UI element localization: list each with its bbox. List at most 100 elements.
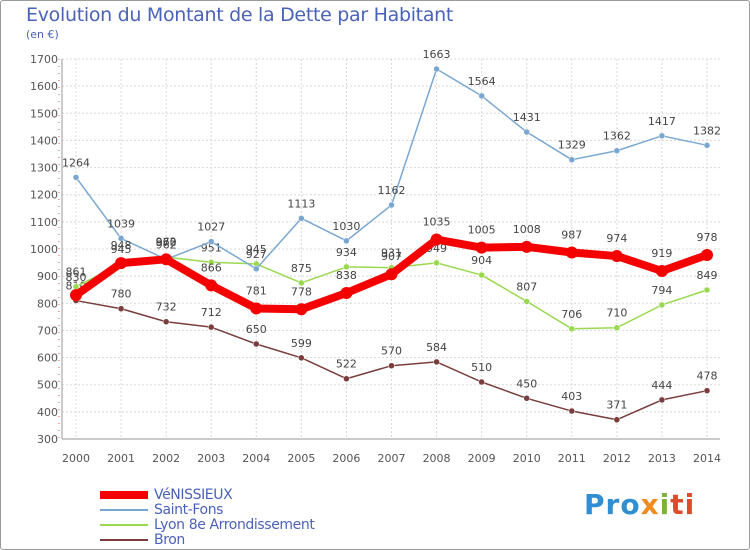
data-label: 948: [111, 239, 132, 252]
series-point: [703, 286, 711, 294]
data-label: 934: [336, 246, 357, 259]
legend-swatch: [100, 491, 148, 499]
y-tick-label: 1300: [30, 162, 58, 175]
series-point: [613, 147, 621, 154]
data-label: 962: [156, 238, 177, 251]
data-label: 861: [66, 266, 87, 279]
data-label: 927: [246, 248, 267, 261]
y-tick-label: 1600: [30, 80, 58, 93]
data-label: 1564: [468, 75, 496, 88]
series-point: [388, 362, 395, 369]
series-point: [70, 289, 82, 302]
data-label: 570: [381, 345, 402, 358]
series-point: [433, 358, 440, 366]
series-point: [478, 378, 485, 386]
series-point: [385, 268, 398, 281]
x-tick-label: 2008: [423, 452, 451, 465]
x-tick-label: 2003: [197, 452, 225, 465]
x-tick-label: 2002: [152, 452, 180, 465]
series-point: [703, 142, 711, 149]
data-label: 945: [111, 243, 132, 256]
data-label: 599: [291, 337, 312, 350]
legend-label: Bron: [154, 532, 185, 548]
data-label: 919: [651, 247, 672, 260]
data-label: 1382: [693, 124, 721, 137]
data-label: 945: [246, 243, 267, 256]
legend-swatch: [100, 524, 148, 526]
series-point: [478, 271, 485, 279]
data-label: 1030: [332, 220, 360, 233]
data-label: 970: [156, 236, 177, 249]
series-point: [253, 265, 260, 273]
data-label: 987: [561, 229, 582, 242]
x-tick-label: 2013: [648, 452, 676, 465]
data-label: 974: [606, 232, 627, 245]
x-tick-label: 2010: [513, 452, 541, 465]
chart-title: Evolution du Montant de la Dette par Hab…: [26, 4, 454, 26]
y-tick-label: 1200: [30, 189, 58, 202]
data-label: 907: [381, 250, 402, 263]
series-point: [340, 286, 353, 299]
data-label: 931: [381, 247, 402, 260]
y-tick-label: 1500: [30, 107, 58, 120]
series-point: [250, 302, 263, 315]
legend-item: Saint-Fons: [100, 502, 223, 518]
data-label: 1264: [62, 156, 90, 169]
data-label: 371: [606, 399, 627, 412]
series-point: [343, 263, 350, 271]
series-point: [478, 92, 485, 100]
data-label: 1027: [197, 221, 225, 234]
data-label: 1113: [287, 197, 315, 210]
data-label: 1008: [513, 223, 541, 236]
proxiti-logo: Proxiti: [584, 488, 696, 521]
y-tick-label: 900: [37, 270, 58, 283]
series-point: [658, 132, 666, 140]
series-point: [162, 318, 170, 325]
data-label: 904: [471, 254, 492, 267]
y-tick-label: 500: [37, 379, 58, 392]
series-point: [117, 305, 125, 312]
data-label: 403: [561, 390, 582, 403]
data-label: 1362: [603, 130, 631, 143]
series-point: [568, 156, 576, 163]
data-label: 478: [697, 370, 718, 383]
x-tick-label: 2014: [693, 452, 721, 465]
x-tick-label: 2001: [107, 452, 135, 465]
series-point: [430, 233, 443, 246]
data-label: 732: [156, 301, 177, 314]
series-point: [523, 298, 530, 305]
legend-label: Lyon 8e Arrondissement: [154, 517, 315, 533]
series-point: [298, 279, 305, 287]
series-point: [658, 396, 666, 404]
legend-item: VéNISSIEUX: [100, 487, 233, 503]
data-label: 866: [201, 261, 222, 274]
data-label: 807: [516, 280, 537, 293]
series-point: [343, 375, 350, 382]
series-point: [298, 215, 305, 222]
data-label: 1162: [378, 184, 406, 197]
series-point: [160, 253, 173, 266]
data-label: 650: [246, 323, 267, 336]
y-tick-label: 700: [37, 324, 58, 337]
legend-swatch: [100, 509, 148, 511]
y-tick-label: 300: [37, 433, 58, 446]
series-point: [207, 323, 215, 331]
series-point: [207, 259, 215, 266]
data-label: 450: [516, 377, 537, 390]
data-label: 1431: [513, 111, 541, 124]
series-point: [253, 340, 260, 348]
series-point: [523, 395, 530, 402]
legend-item: Bron: [100, 532, 185, 548]
series-point: [115, 257, 128, 270]
chart-subtitle: (en €): [26, 28, 59, 41]
series-point: [568, 407, 576, 415]
data-label: 510: [471, 361, 492, 374]
data-label: 962: [156, 235, 177, 248]
series-point: [207, 238, 215, 245]
x-tick-label: 2011: [558, 452, 586, 465]
series-point: [610, 250, 623, 263]
legend-swatch: [100, 539, 148, 541]
data-label: 1005: [468, 224, 496, 237]
series-point: [613, 324, 621, 331]
x-tick-label: 2004: [242, 452, 270, 465]
